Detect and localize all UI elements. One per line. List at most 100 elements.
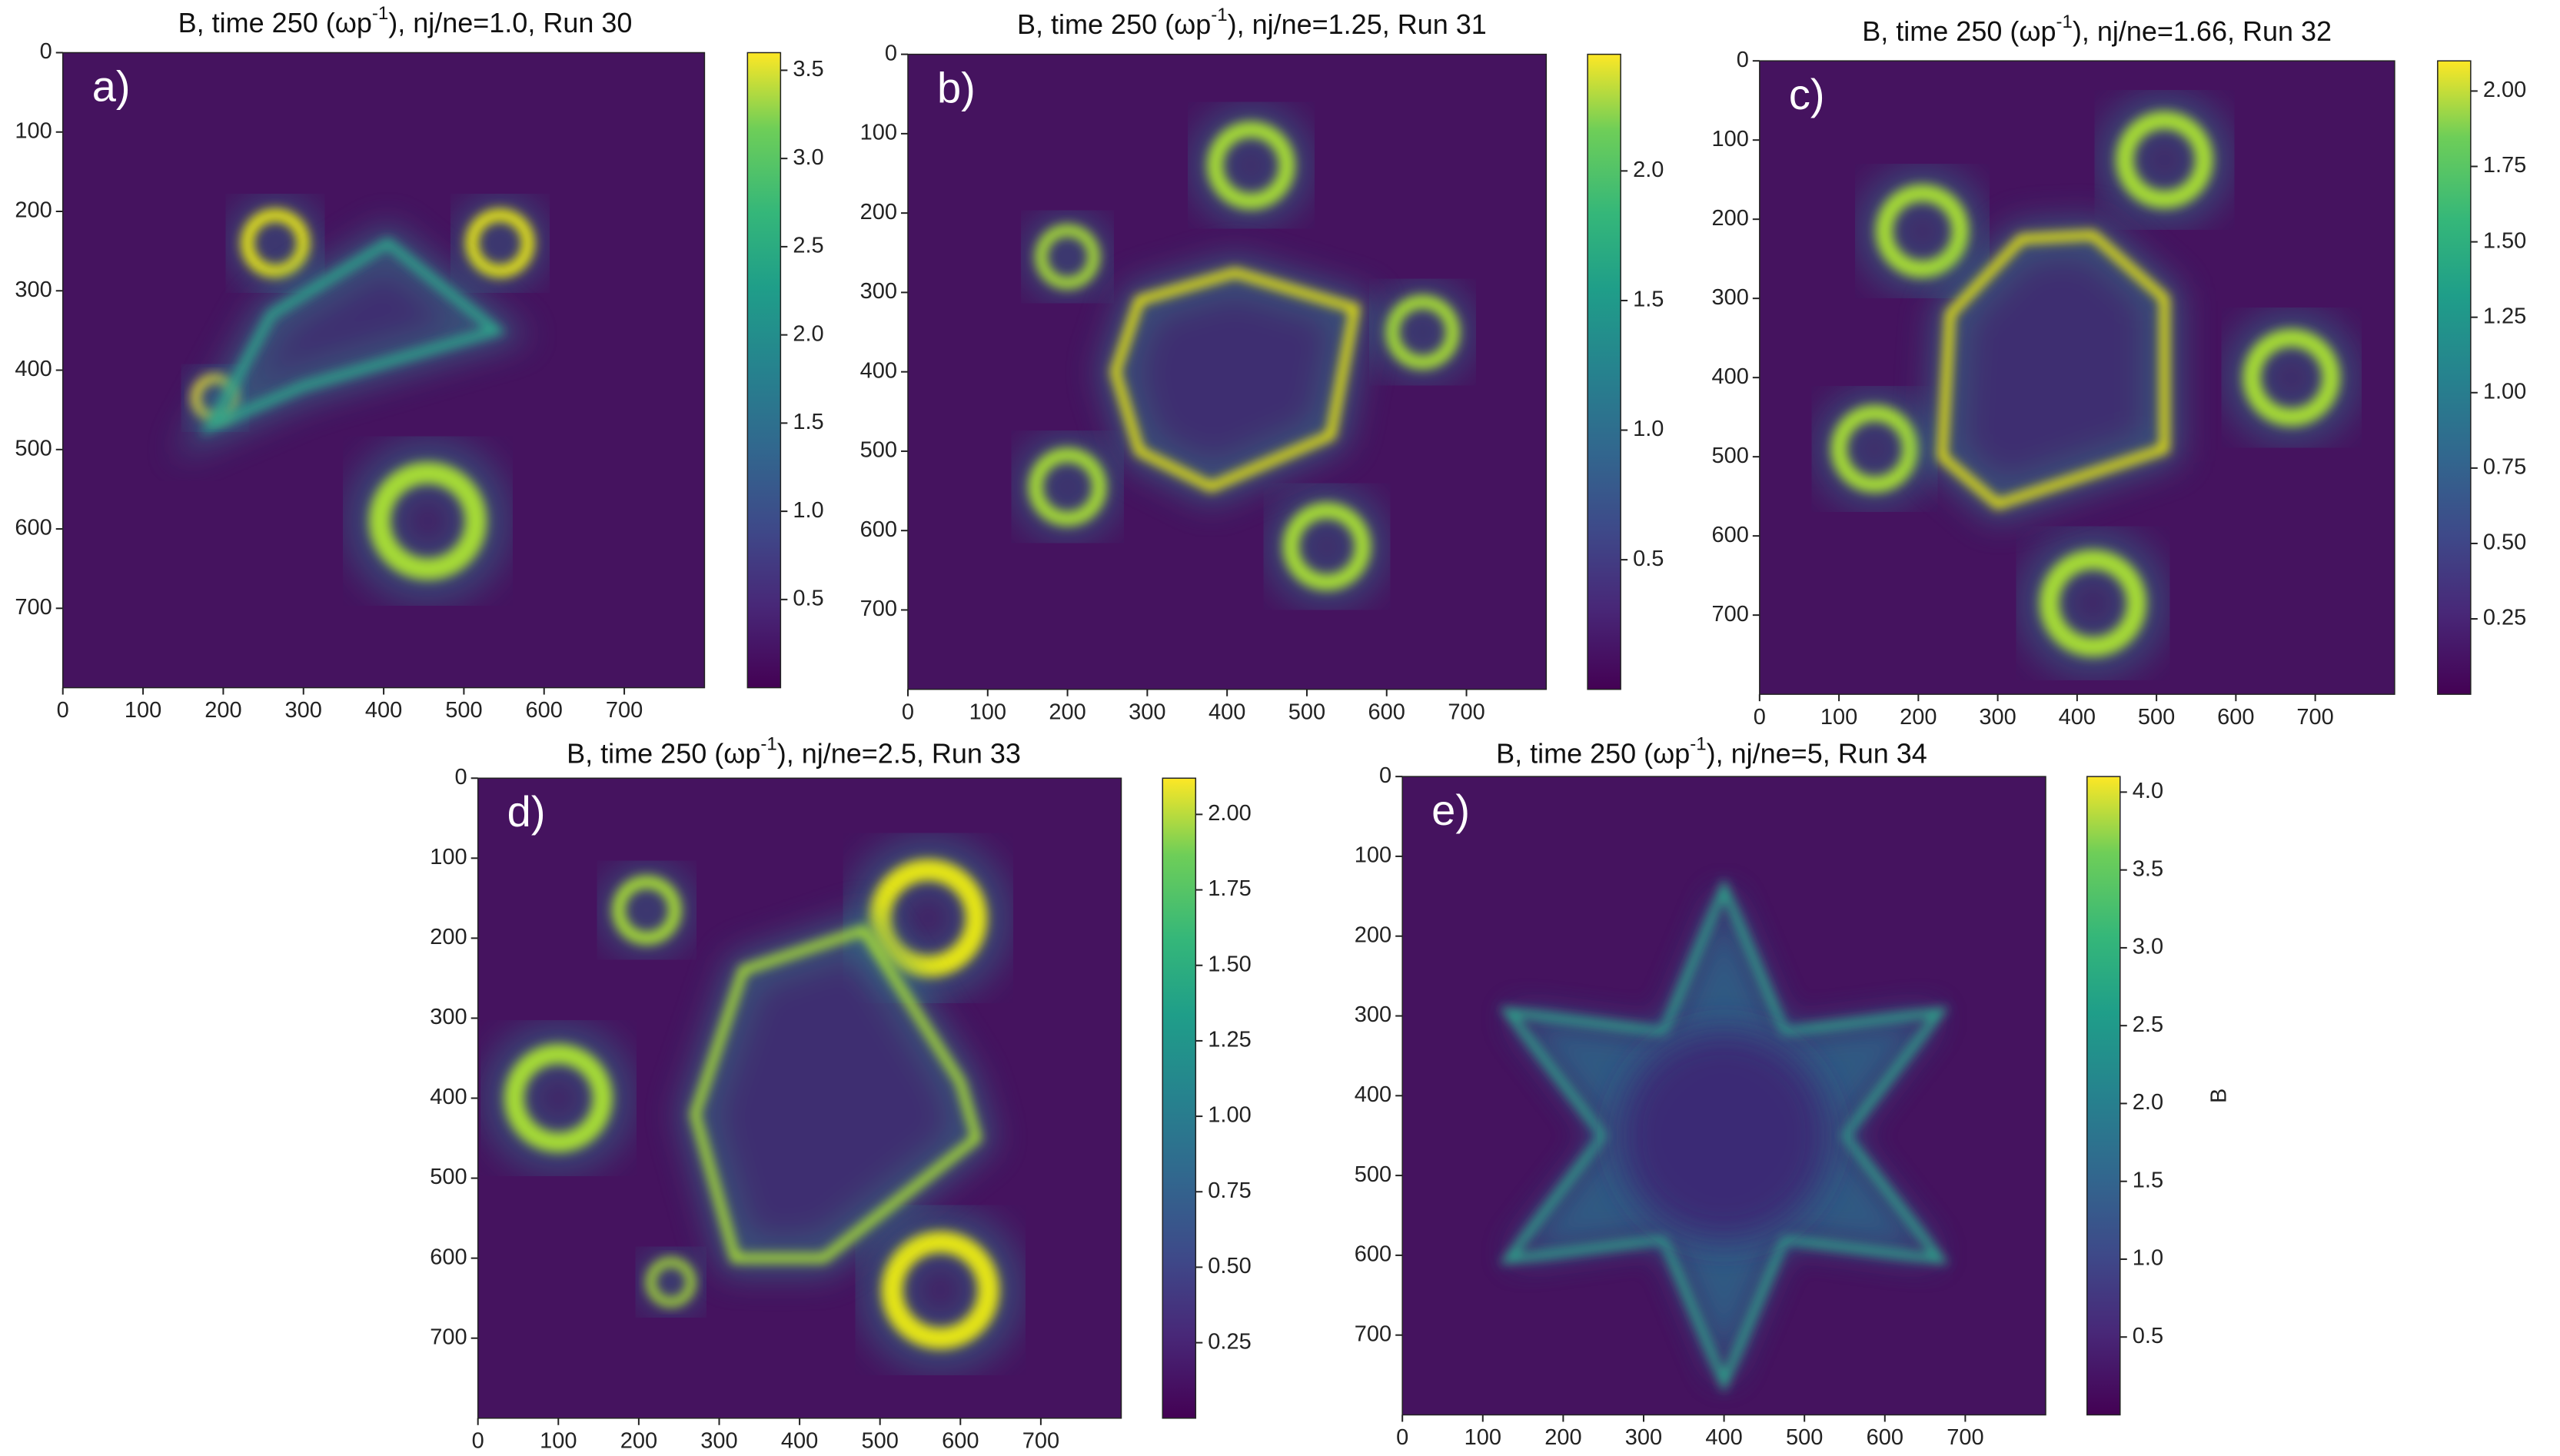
colorbar-tick-label: 0.25: [1208, 1329, 1251, 1354]
colorbar: [2086, 776, 2121, 1416]
x-tick-label: 300: [1979, 705, 2016, 730]
y-tick-label: 600: [1711, 523, 1748, 547]
title-part: B, time 250 (ωp: [1017, 8, 1211, 40]
y-tick-label: 100: [430, 845, 467, 869]
x-tick-label: 100: [540, 1428, 577, 1453]
title-part: ), nj/ne=1.0, Run 30: [388, 7, 632, 38]
y-tick-label: 400: [1711, 364, 1748, 389]
colorbar-tick-label: 2.00: [2483, 78, 2526, 102]
shock-front: [690, 924, 982, 1263]
title-part: B, time 250 (ωp: [1496, 737, 1690, 769]
field: [175, 194, 550, 606]
colorbar-tick-label: 1.50: [1208, 952, 1251, 976]
colorbar-tick-label: 1.75: [1208, 876, 1251, 901]
title-part: ), nj/ne=1.66, Run 32: [2073, 15, 2332, 46]
y-tick-label: 200: [1355, 922, 1391, 947]
colorbar: [746, 52, 782, 689]
y-tick-label: 600: [860, 517, 897, 542]
title-part: ), nj/ne=1.25, Run 31: [1228, 8, 1487, 40]
y-tick-label: 700: [430, 1325, 467, 1349]
ring: [2039, 550, 2147, 657]
colorbar-tick-label: 2.0: [2133, 1090, 2163, 1115]
y-tick-label: 500: [15, 436, 52, 460]
title-part: -1: [760, 733, 776, 754]
y-tick-label: 300: [15, 278, 52, 302]
colorbar-tick-label: 1.0: [1633, 417, 1664, 441]
title-part: ), nj/ne=2.5, Run 33: [777, 737, 1021, 769]
colorbar-tick-label: 1.25: [2483, 304, 2526, 328]
x-tick-label: 100: [125, 698, 161, 723]
y-tick-label: 600: [1355, 1242, 1391, 1267]
y-tick-label: 400: [430, 1085, 467, 1109]
x-tick-label: 100: [1465, 1425, 1501, 1450]
ring: [1282, 502, 1371, 591]
ring: [1028, 447, 1107, 527]
x-tick-label: 200: [204, 698, 241, 723]
colorbar-tick-label: 3.0: [2133, 935, 2163, 959]
ring: [612, 876, 682, 945]
shock-front: [1110, 268, 1361, 493]
x-tick-label: 300: [700, 1428, 737, 1453]
colorbar-tick-label: 1.5: [2133, 1168, 2163, 1192]
colorbar: [2437, 60, 2472, 695]
colorbar-tick-label: 1.0: [2133, 1246, 2163, 1271]
y-tick-label: 500: [860, 438, 897, 463]
x-tick-label: 700: [2296, 705, 2333, 730]
x-tick-label: 600: [942, 1428, 979, 1453]
panel-letter: c): [1789, 70, 1825, 118]
colorbar-tick-label: 1.00: [2483, 379, 2526, 404]
colorbar-tick-label: 0.25: [2483, 606, 2526, 630]
x-tick-label: 400: [2059, 705, 2096, 730]
y-tick-label: 0: [1737, 48, 1749, 72]
y-tick-label: 500: [430, 1165, 467, 1189]
x-tick-label: 500: [1288, 700, 1325, 724]
colorbar-tick-label: 1.5: [793, 410, 823, 434]
shock-front: [1498, 877, 1950, 1394]
ring: [465, 208, 535, 278]
x-tick-label: 500: [861, 1428, 898, 1453]
y-tick-label: 100: [1711, 127, 1748, 151]
title-part: B, time 250 (ωp: [1862, 15, 2056, 46]
colorbar-tick-label: 2.5: [793, 234, 823, 258]
y-tick-label: 300: [860, 279, 897, 304]
title-part: -1: [372, 3, 388, 24]
field: [1498, 877, 1950, 1394]
x-tick-label: 700: [1448, 700, 1484, 724]
colorbar-tick-label: 0.75: [2483, 455, 2526, 480]
y-tick-label: 600: [15, 516, 52, 540]
colorbar-tick-label: 1.75: [2483, 153, 2526, 178]
x-tick-label: 700: [606, 698, 643, 723]
title-part: ), nj/ne=5, Run 34: [1707, 737, 1927, 769]
y-tick-label: 200: [860, 200, 897, 224]
x-tick-label: 500: [445, 698, 482, 723]
ring: [2116, 111, 2213, 209]
title-part: -1: [1211, 5, 1227, 25]
x-tick-label: 0: [1396, 1425, 1408, 1450]
x-tick-label: 600: [526, 698, 563, 723]
y-tick-label: 500: [1711, 444, 1748, 468]
colorbar-tick-label: 2.0: [1633, 158, 1664, 182]
colorbar-tick-label: 2.0: [793, 321, 823, 346]
y-tick-label: 400: [1355, 1082, 1391, 1107]
x-tick-label: 600: [1368, 700, 1405, 724]
y-tick-label: 100: [860, 121, 897, 145]
x-tick-label: 100: [969, 700, 1006, 724]
x-tick-label: 0: [902, 700, 914, 724]
x-tick-label: 200: [1900, 705, 1937, 730]
x-tick-label: 0: [1754, 705, 1766, 730]
colorbar-tick-label: 2.00: [1208, 801, 1251, 826]
field: [1011, 102, 1476, 610]
y-tick-label: 700: [1355, 1321, 1391, 1346]
ring: [368, 462, 487, 580]
x-tick-label: 700: [1947, 1425, 1983, 1450]
x-tick-label: 300: [285, 698, 322, 723]
colorbar-tick-label: 3.5: [2133, 856, 2163, 881]
x-tick-label: 0: [472, 1428, 484, 1453]
y-tick-label: 0: [455, 765, 467, 789]
y-tick-label: 200: [15, 198, 52, 223]
ring: [504, 1044, 613, 1152]
panel-title: B, time 250 (ωp-1), nj/ne=1.66, Run 32: [1862, 12, 2332, 47]
y-tick-label: 700: [15, 595, 52, 620]
x-tick-label: 600: [1867, 1425, 1903, 1450]
x-tick-label: 600: [2217, 705, 2254, 730]
